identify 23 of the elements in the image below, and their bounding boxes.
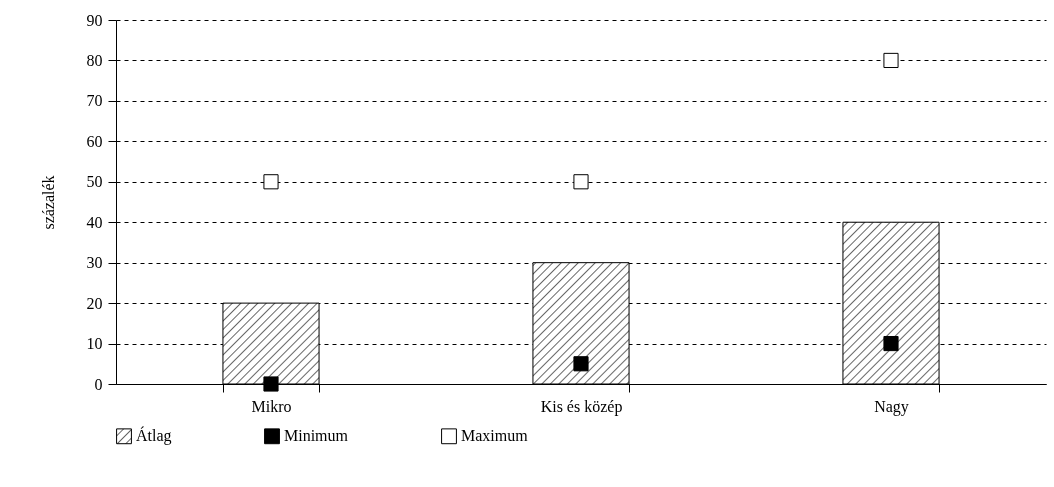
y-tick-label: 0	[94, 375, 103, 393]
y-tick-label: 60	[86, 132, 103, 150]
point	[263, 174, 279, 190]
x-tick-label: Mikro	[251, 397, 292, 415]
point	[573, 356, 589, 372]
y-tick-label: 90	[86, 11, 103, 29]
legend-label: Átlag	[136, 426, 172, 446]
y-tick-label: 20	[86, 294, 103, 312]
y-tick-label: 50	[86, 173, 103, 191]
y-tick-label: 40	[86, 213, 103, 231]
y-tick-label: 80	[86, 51, 103, 69]
legend-label: Maximum	[461, 427, 529, 445]
point	[573, 174, 589, 190]
y-tick-label: 70	[86, 92, 103, 110]
y-tick-label: 10	[86, 335, 103, 353]
point	[883, 335, 899, 352]
x-tick-label: Nagy	[874, 397, 909, 416]
x-tick-label: Kis és közép	[540, 397, 623, 416]
y-tick-label: 30	[86, 254, 103, 272]
point	[263, 376, 279, 392]
y-axis-title: százalék	[39, 175, 57, 230]
point	[883, 52, 899, 69]
legend-label: Minimum	[284, 427, 349, 445]
